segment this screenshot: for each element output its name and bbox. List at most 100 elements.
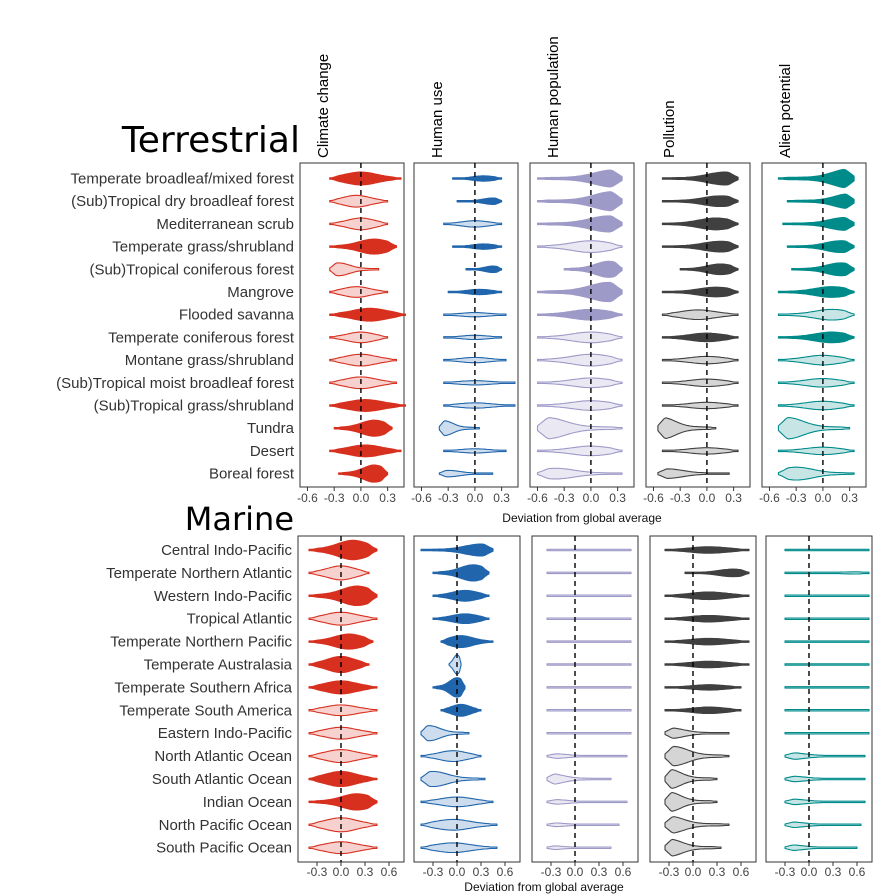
violin-mark bbox=[536, 169, 623, 188]
violin-mark bbox=[563, 260, 623, 278]
violin-mark bbox=[329, 238, 398, 255]
row-label: Tropical Atlantic bbox=[187, 611, 293, 628]
x-tick-label: 0.6 bbox=[381, 865, 398, 879]
row-label: South Atlantic Ocean bbox=[152, 771, 292, 788]
violin-mark bbox=[456, 197, 503, 205]
violin-mark bbox=[661, 286, 739, 298]
x-tick-label: 0.3 bbox=[379, 491, 396, 505]
violin-mark bbox=[443, 220, 503, 228]
x-tick-label: 0.0 bbox=[583, 491, 600, 505]
violin-mark bbox=[308, 633, 374, 650]
panel-frame bbox=[645, 162, 751, 488]
violin-mark bbox=[664, 637, 750, 646]
violin-mark bbox=[308, 793, 378, 811]
x-tick-label: 0.3 bbox=[609, 491, 626, 505]
violin-mark bbox=[664, 684, 742, 691]
violin-mark bbox=[657, 417, 717, 440]
violin-mark bbox=[546, 686, 632, 689]
violin-mark bbox=[777, 466, 855, 481]
row-label: Indian Ocean bbox=[203, 794, 292, 811]
violin-mark bbox=[661, 332, 739, 343]
row-label: Temperate Southern Africa bbox=[114, 679, 292, 696]
violin-mark bbox=[664, 727, 730, 739]
violin-mark bbox=[440, 703, 482, 717]
violin-mark bbox=[777, 286, 855, 298]
x-tick-label: 0.3 bbox=[473, 865, 490, 879]
violin-mark bbox=[777, 331, 855, 344]
violin-mark bbox=[329, 171, 402, 186]
violin-mark bbox=[664, 706, 742, 715]
violin-mark bbox=[546, 617, 632, 620]
x-tick-label: -0.3 bbox=[659, 865, 680, 879]
x-tick-label: -0.3 bbox=[438, 491, 459, 505]
violin-mark bbox=[443, 334, 503, 341]
violin-mark bbox=[308, 585, 378, 607]
row-label: Eastern Indo-Pacific bbox=[158, 725, 293, 742]
violin-mark bbox=[308, 539, 378, 561]
x-tick-label: -0.6 bbox=[643, 491, 664, 505]
row-label: Mediterranean scrub bbox=[156, 216, 294, 233]
violin-mark bbox=[784, 663, 870, 666]
violin-mark bbox=[784, 617, 870, 620]
row-label: (Sub)Tropical dry broadleaf forest bbox=[71, 193, 295, 210]
violin-mark bbox=[784, 844, 858, 851]
violin-mark bbox=[546, 845, 612, 851]
violin-mark bbox=[546, 594, 632, 598]
violin-mark bbox=[308, 680, 378, 695]
x-tick-label: -0.3 bbox=[775, 865, 796, 879]
x-tick-label: -0.3 bbox=[670, 491, 691, 505]
violin-mark bbox=[546, 640, 632, 643]
violin-mark bbox=[308, 655, 370, 674]
x-tick-label: 0.0 bbox=[353, 491, 370, 505]
x-tick-label: -0.6 bbox=[527, 491, 548, 505]
violin-mark bbox=[443, 356, 507, 364]
violin-mark bbox=[308, 726, 378, 740]
violin-mark bbox=[308, 817, 378, 833]
violin-mark bbox=[777, 446, 855, 456]
violin-mark bbox=[329, 194, 389, 208]
row-label: Temperate coniferous forest bbox=[108, 329, 295, 346]
violin-mark bbox=[679, 263, 739, 276]
violin-mark bbox=[452, 243, 503, 250]
panel-frame bbox=[413, 162, 519, 488]
violin-mark bbox=[546, 773, 612, 785]
violin-mark bbox=[546, 799, 628, 805]
violin-mark bbox=[443, 402, 516, 409]
violin-mark bbox=[465, 265, 503, 274]
row-label: Mangrove bbox=[227, 284, 294, 301]
row-label: North Atlantic Ocean bbox=[154, 748, 292, 765]
violin-mark bbox=[777, 377, 855, 388]
x-tick-label: 0.6 bbox=[615, 865, 632, 879]
panel-frame bbox=[761, 162, 867, 488]
x-axis-title: Deviation from global average bbox=[464, 880, 624, 894]
violin-mark bbox=[784, 709, 870, 712]
violin-mark bbox=[661, 447, 739, 455]
violin-mark bbox=[536, 281, 623, 303]
panel-frame bbox=[531, 535, 639, 863]
violin-mark bbox=[308, 770, 378, 788]
x-tick-label: 0.0 bbox=[815, 491, 832, 505]
violin-mark bbox=[661, 171, 739, 186]
violin-mark bbox=[536, 445, 623, 457]
violin-mark bbox=[329, 307, 407, 322]
panel-frame bbox=[413, 535, 521, 863]
x-tick-label: -0.6 bbox=[297, 491, 318, 505]
violin-mark bbox=[661, 401, 739, 410]
violin-mark bbox=[777, 354, 855, 366]
violin-mark bbox=[784, 640, 870, 643]
violin-mark bbox=[420, 818, 498, 831]
panel-frame bbox=[765, 535, 873, 863]
row-label: Tundra bbox=[247, 420, 295, 437]
violin-mark bbox=[784, 548, 870, 552]
violin-mark bbox=[329, 444, 402, 458]
row-label: (Sub)Tropical moist broadleaf forest bbox=[56, 375, 295, 392]
violin-mark bbox=[546, 753, 628, 759]
violin-mark bbox=[661, 378, 739, 388]
x-tick-label: -0.6 bbox=[411, 491, 432, 505]
violin-mark bbox=[329, 376, 398, 390]
x-tick-label: 0.0 bbox=[333, 865, 350, 879]
violin-mark bbox=[661, 217, 739, 231]
x-tick-label: 0.0 bbox=[699, 491, 716, 505]
